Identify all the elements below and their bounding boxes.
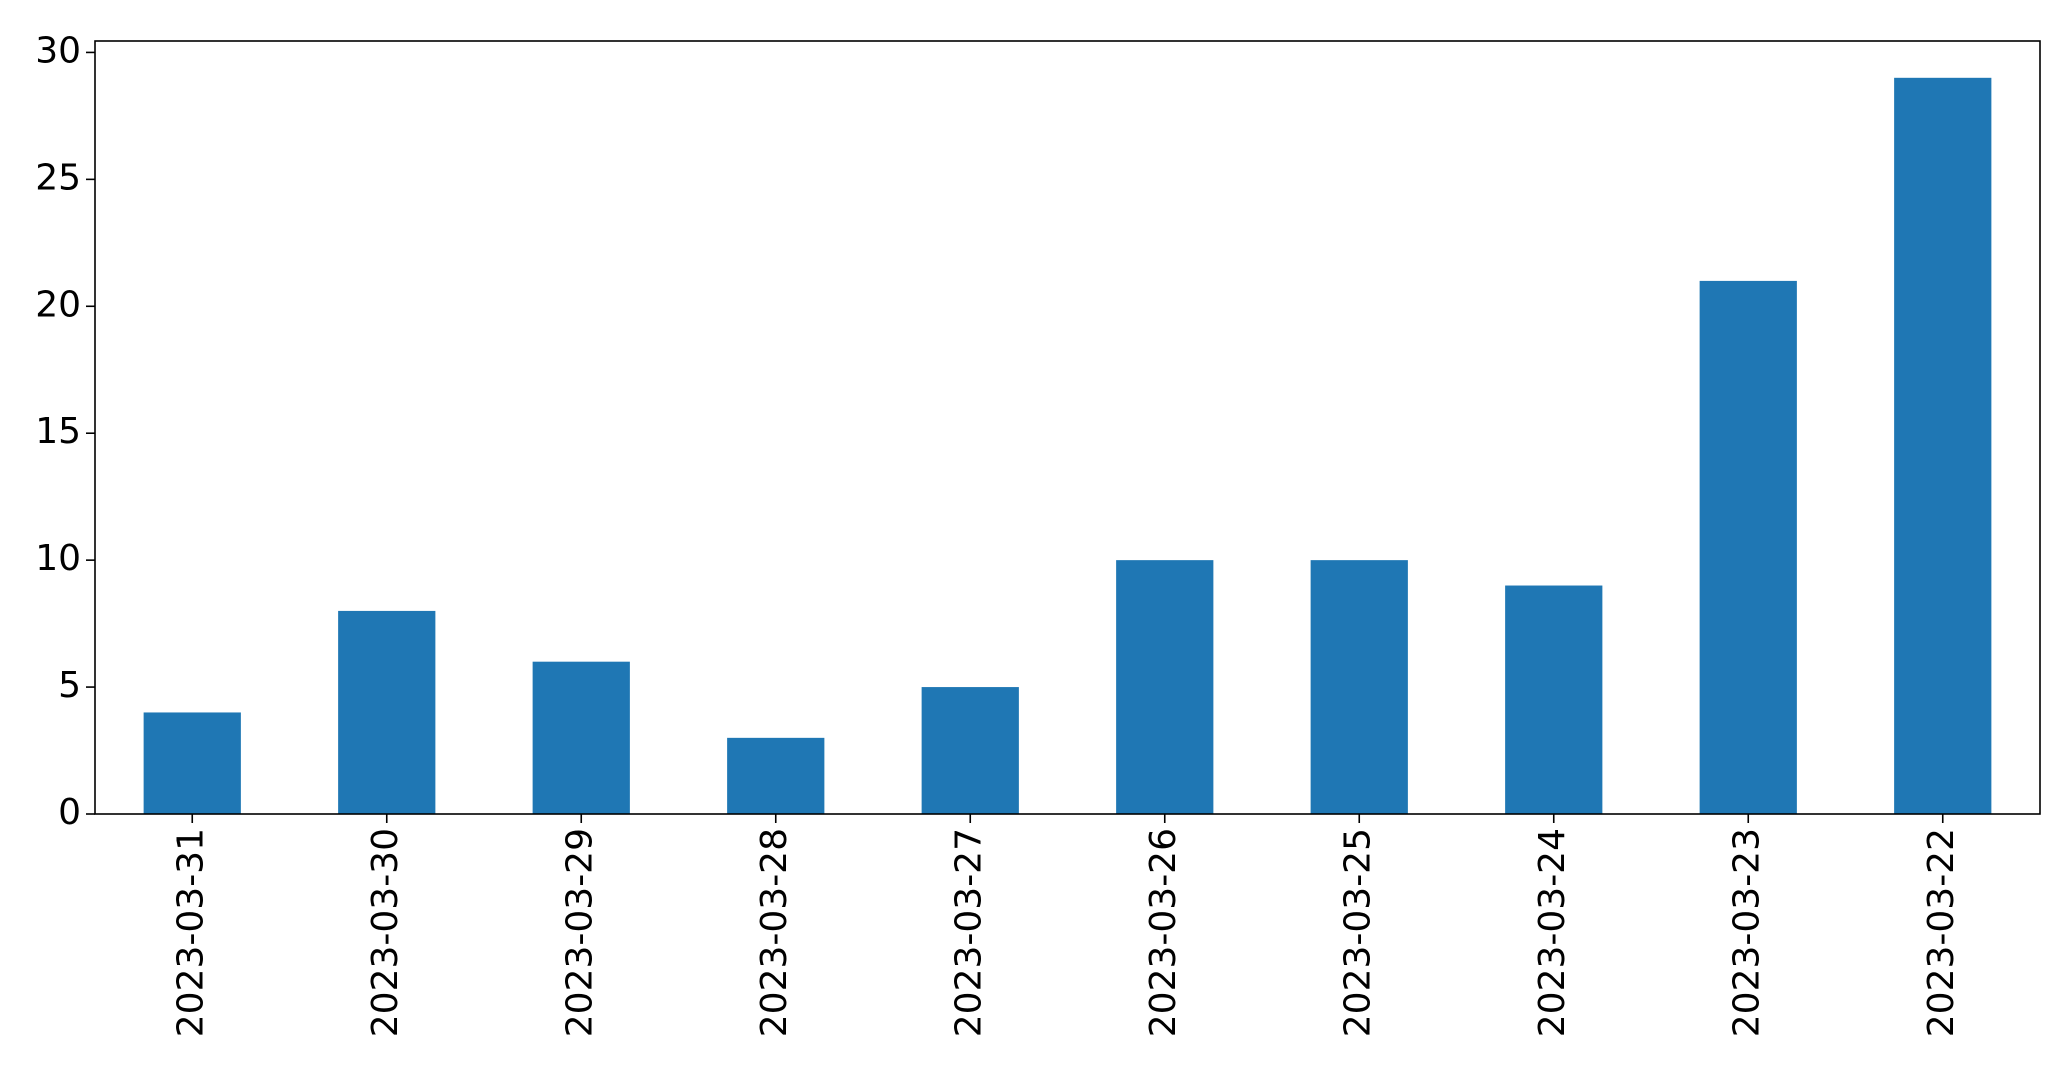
- bar-2023-03-22: [1894, 77, 1992, 815]
- bar-2023-03-28: [727, 737, 825, 814]
- x-axis: 2023-03-31 2023-03-30 2023-03-29 2023-03-28…: [170, 814, 1962, 1037]
- bar-2023-03-27: [921, 687, 1019, 814]
- y-tick-label: 25: [35, 157, 81, 198]
- y-tick-label: 0: [58, 792, 81, 833]
- y-tick-label: 5: [58, 665, 81, 706]
- y-axis: 0 5 10 15 20 25 30: [35, 30, 95, 833]
- bar-2023-03-23: [1699, 280, 1797, 814]
- x-tick-label: 2023-03-25: [1337, 828, 1378, 1037]
- x-tick-label: 2023-03-22: [1921, 828, 1962, 1037]
- bar-2023-03-25: [1310, 560, 1408, 814]
- x-tick-label: 2023-03-29: [559, 828, 600, 1037]
- x-tick-label: 2023-03-31: [170, 828, 211, 1037]
- y-tick-label: 20: [35, 284, 81, 325]
- x-tick-label: 2023-03-26: [1143, 828, 1184, 1037]
- x-tick-label: 2023-03-24: [1532, 828, 1573, 1037]
- y-tick-label: 30: [35, 30, 81, 71]
- y-tick-label: 15: [35, 411, 81, 452]
- bar-2023-03-29: [532, 661, 630, 814]
- x-tick-label: 2023-03-27: [948, 828, 989, 1037]
- bar-2023-03-31: [143, 712, 241, 814]
- y-tick-label: 10: [35, 538, 81, 579]
- bars-layer: [143, 77, 1992, 815]
- bar-2023-03-26: [1116, 560, 1214, 814]
- x-tick-label: 2023-03-30: [365, 828, 406, 1037]
- bar-2023-03-24: [1505, 585, 1603, 814]
- bar-2023-03-30: [338, 610, 436, 814]
- x-tick-label: 2023-03-23: [1726, 828, 1767, 1037]
- plot-frame: [94, 40, 2041, 815]
- x-tick-label: 2023-03-28: [754, 828, 795, 1037]
